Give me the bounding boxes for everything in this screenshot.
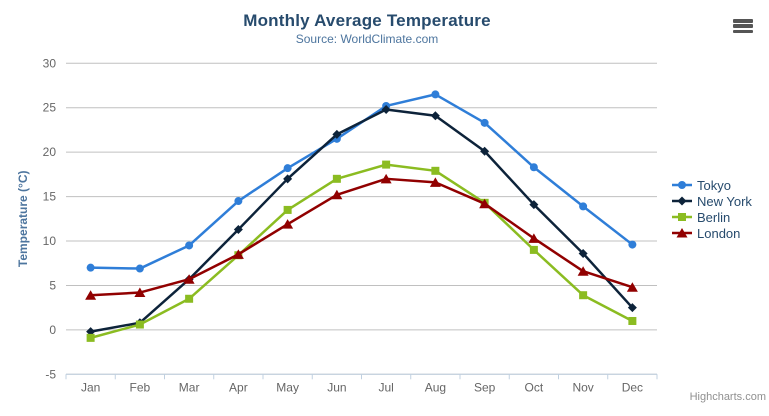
- series-london-marker[interactable]: [380, 173, 392, 184]
- y-axis-label: 10: [43, 234, 57, 248]
- series-new-york-marker[interactable]: [529, 200, 539, 210]
- y-axis-label: 30: [43, 56, 57, 70]
- diamond-marker-icon: [672, 196, 692, 206]
- series-berlin-marker[interactable]: [185, 294, 194, 303]
- legend-symbol[interactable]: [677, 196, 687, 206]
- x-axis-label: Nov: [572, 380, 593, 394]
- series-tokyo-marker[interactable]: [628, 240, 637, 249]
- x-axis-label: Sep: [474, 380, 496, 394]
- series-london-marker[interactable]: [282, 219, 294, 229]
- series-tokyo-marker[interactable]: [431, 90, 440, 99]
- series-berlin-line[interactable]: [89, 163, 634, 340]
- legend-item-london[interactable]: London: [672, 225, 752, 241]
- series-new-york-marker[interactable]: [233, 224, 243, 234]
- series-london[interactable]: [85, 173, 638, 300]
- credits-link[interactable]: Highcharts.com: [689, 391, 766, 403]
- legend-label: New York: [697, 193, 752, 209]
- series-berlin-marker[interactable]: [431, 166, 440, 175]
- y-axis-label: 15: [43, 190, 57, 204]
- series-london-marker[interactable]: [528, 233, 540, 243]
- series-new-york-marker[interactable]: [283, 174, 293, 184]
- series-london-marker[interactable]: [331, 189, 343, 200]
- chart-title: Monthly Average Temperature: [243, 11, 491, 30]
- hamburger-icon: [731, 19, 755, 33]
- series-new-york-marker[interactable]: [627, 303, 637, 313]
- series-berlin-marker[interactable]: [579, 291, 588, 300]
- series-london-marker[interactable]: [134, 287, 146, 298]
- x-axis-label: Jan: [81, 380, 100, 394]
- series-berlin-marker[interactable]: [332, 174, 341, 183]
- series-tokyo-line[interactable]: [89, 93, 634, 270]
- legend-symbol[interactable]: [678, 181, 686, 189]
- x-axis-label: Feb: [130, 380, 151, 394]
- series-london-line[interactable]: [89, 177, 634, 297]
- series-tokyo-marker[interactable]: [135, 264, 144, 273]
- series-london-marker[interactable]: [232, 249, 244, 259]
- series-tokyo[interactable]: [86, 90, 637, 273]
- series-tokyo-marker[interactable]: [480, 118, 489, 127]
- series-berlin-marker[interactable]: [86, 333, 95, 342]
- x-axis-label: Jun: [327, 380, 346, 394]
- series-london-marker[interactable]: [479, 198, 491, 209]
- series-new-york-marker[interactable]: [480, 146, 490, 156]
- y-axis-label: 0: [49, 323, 56, 337]
- x-axis-label: Dec: [622, 380, 643, 394]
- series-new-york-marker[interactable]: [332, 129, 342, 139]
- series-new-york-line[interactable]: [89, 108, 634, 333]
- series-london-marker[interactable]: [626, 282, 638, 292]
- square-marker-icon: [672, 213, 692, 221]
- series-new-york-marker[interactable]: [381, 105, 391, 115]
- series-tokyo-marker[interactable]: [529, 163, 538, 172]
- series-tokyo-marker[interactable]: [234, 197, 243, 206]
- x-axis-label: Jul: [378, 380, 393, 394]
- legend-label: Tokyo: [697, 177, 731, 193]
- series-tokyo-marker[interactable]: [283, 164, 292, 173]
- series-berlin-marker[interactable]: [628, 316, 637, 325]
- series-new-york-marker[interactable]: [430, 111, 440, 121]
- y-axis-title: Temperature (°C): [16, 171, 30, 268]
- x-axis-label: May: [276, 380, 299, 394]
- y-axis-label: -5: [45, 367, 56, 381]
- series-berlin-marker[interactable]: [382, 160, 391, 169]
- circle-marker-icon: [672, 181, 692, 189]
- series-new-york[interactable]: [86, 105, 637, 337]
- series-tokyo-marker[interactable]: [185, 241, 194, 250]
- chart-subtitle: Source: WorldClimate.com: [295, 32, 439, 46]
- series-new-york-marker[interactable]: [578, 248, 588, 258]
- series-london-marker[interactable]: [429, 177, 441, 187]
- y-axis-label: 20: [43, 145, 57, 159]
- legend-label: Berlin: [697, 209, 731, 225]
- legend-item-new-york[interactable]: New York: [672, 193, 752, 209]
- legend: Tokyo New York Berlin London: [672, 177, 752, 241]
- x-axis-label: Apr: [229, 380, 248, 394]
- series-berlin-marker[interactable]: [529, 245, 538, 254]
- x-axis-label: Oct: [525, 380, 544, 394]
- legend-item-berlin[interactable]: Berlin: [672, 209, 752, 225]
- series-berlin-marker[interactable]: [135, 320, 144, 329]
- y-axis-label: 5: [49, 278, 56, 292]
- series-berlin-marker[interactable]: [283, 205, 292, 214]
- series-tokyo-marker[interactable]: [579, 202, 588, 211]
- triangle-marker-icon: [672, 228, 692, 238]
- series-london-marker[interactable]: [577, 266, 589, 276]
- export-menu-button[interactable]: [729, 15, 757, 39]
- legend-label: London: [697, 225, 741, 241]
- x-axis-label: Aug: [425, 380, 446, 394]
- series-london-marker[interactable]: [183, 274, 195, 284]
- x-axis-label: Mar: [179, 380, 200, 394]
- series-tokyo-marker[interactable]: [86, 263, 95, 272]
- legend-symbol[interactable]: [676, 228, 688, 238]
- legend-symbol[interactable]: [678, 213, 686, 221]
- legend-item-tokyo[interactable]: Tokyo: [672, 177, 752, 193]
- y-axis-label: 25: [43, 101, 57, 115]
- series-london-marker[interactable]: [85, 290, 97, 300]
